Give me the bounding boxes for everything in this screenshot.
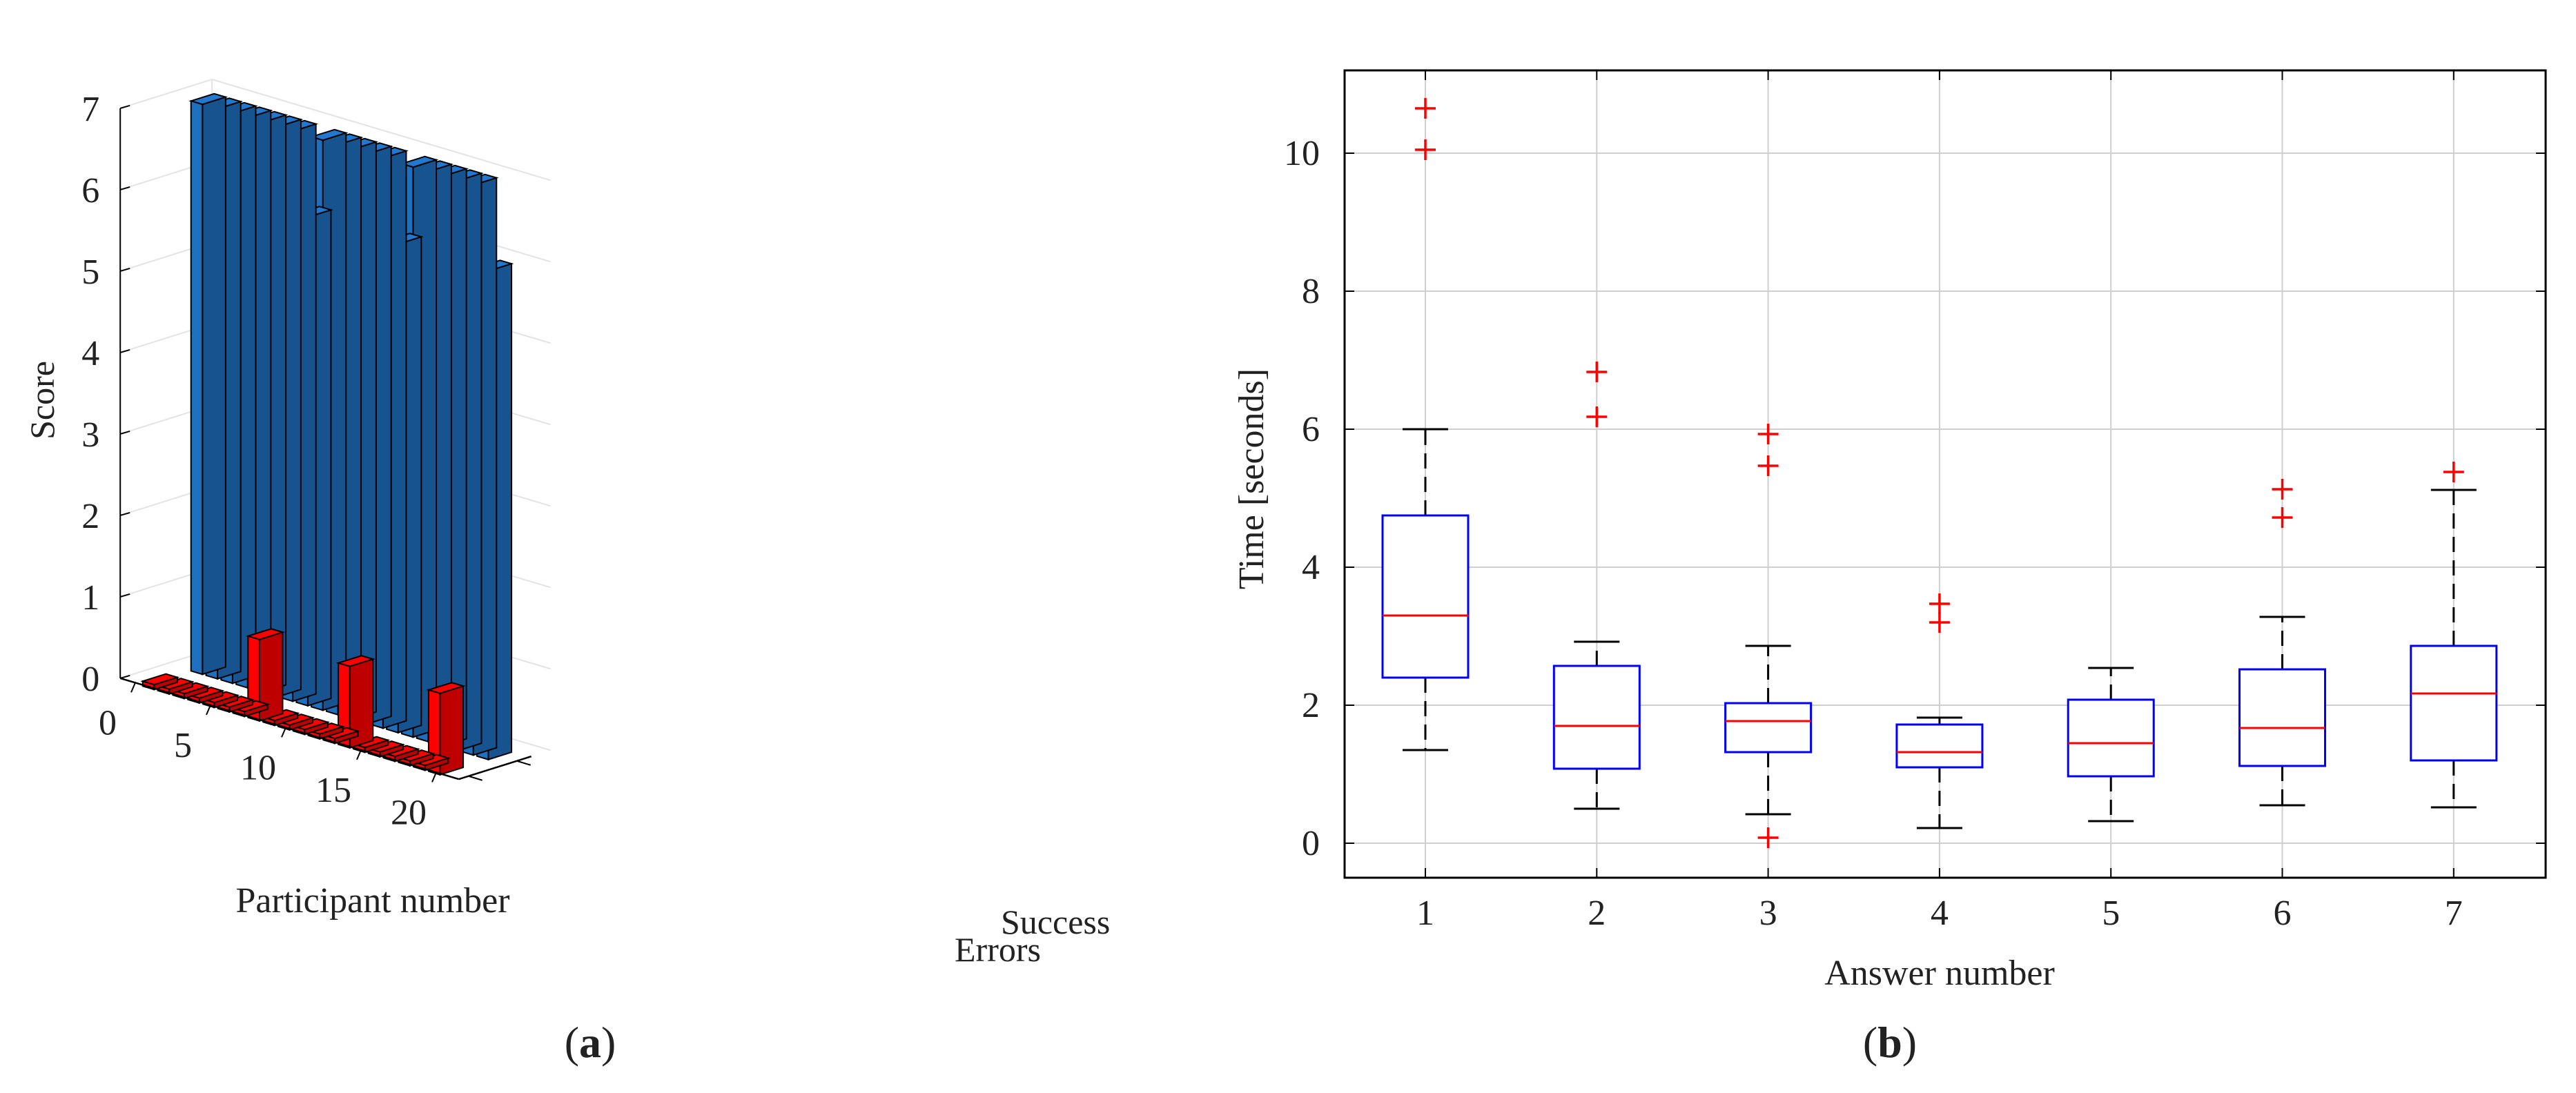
participant-tick-label: 10	[240, 748, 276, 787]
outlier-marker	[2272, 507, 2293, 528]
y-tick-label: 6	[1302, 410, 1320, 449]
panel-a-axes: 0 1 2 3 4 5 6 7 0 5 10 15 20	[81, 90, 532, 832]
participant-tick-label: 15	[315, 771, 351, 810]
score-tick	[119, 267, 130, 272]
participant-tick-label: 0	[99, 703, 117, 742]
panel-a-depth-label-errors: Errors	[955, 930, 1041, 969]
iqr-box	[2067, 698, 2155, 778]
score-tick-label: 2	[81, 497, 99, 536]
outlier-marker	[1757, 455, 1779, 476]
box-answer-7	[2410, 462, 2498, 809]
x-tick-label: 5	[2102, 894, 2120, 933]
y-tick-label: 10	[1284, 134, 1320, 173]
errors-bar	[426, 682, 466, 776]
x-tick-label: 6	[2274, 894, 2292, 933]
outlier-marker	[1586, 406, 1608, 427]
panel-a-caption: (a)	[565, 1018, 616, 1067]
score-tick-label: 6	[81, 171, 99, 210]
depth-tick	[516, 760, 531, 766]
score-tick-label: 3	[81, 415, 99, 455]
errors-bar	[245, 628, 285, 722]
box-answer-3	[1724, 424, 1813, 848]
outlier-marker	[1929, 593, 1950, 614]
success-bar	[188, 92, 228, 676]
panel-a-ylabel: Score	[23, 361, 61, 440]
participant-tick	[130, 682, 136, 693]
panel-b-boxes	[1381, 98, 2498, 848]
x-tick-label: 1	[1416, 894, 1434, 933]
score-tick	[119, 511, 130, 516]
box-answer-4	[1895, 593, 1984, 829]
score-tick-label: 4	[81, 334, 99, 373]
panel-b-label: b	[1877, 1018, 1902, 1067]
participant-tick	[206, 705, 211, 716]
iqr-box	[1552, 664, 1641, 770]
score-tick	[119, 186, 130, 190]
box-answer-6	[2238, 479, 2326, 807]
errors-bar	[231, 700, 271, 718]
depth-tick	[468, 775, 482, 781]
bar-side-face	[202, 96, 226, 676]
y-tick-label: 8	[1302, 272, 1320, 311]
bar-front-face	[190, 99, 204, 676]
score-tick	[119, 104, 130, 109]
outlier-marker	[1586, 362, 1608, 382]
errors-bar	[155, 678, 195, 696]
score-tick-label: 7	[81, 90, 99, 129]
y-tick-label: 0	[1302, 824, 1320, 863]
score-tick	[119, 348, 130, 353]
score-tick	[119, 593, 130, 598]
back-wall-gridline	[211, 79, 551, 181]
participant-axis-line	[119, 677, 460, 780]
plot-frame	[1343, 69, 2547, 879]
errors-bar	[260, 709, 300, 727]
outlier-marker	[1415, 139, 1436, 160]
participant-tick-label: 5	[174, 726, 192, 765]
outlier-marker	[1929, 612, 1950, 633]
iqr-box	[1895, 723, 1984, 769]
x-tick-label: 4	[1931, 894, 1949, 933]
participant-tick	[356, 749, 362, 760]
outlier-marker	[1757, 827, 1779, 848]
outlier-marker	[1415, 98, 1436, 119]
panel-a-xlabel: Participant number	[235, 881, 509, 920]
panel-b-xlabel: Answer number	[1824, 954, 2055, 993]
box-answer-2	[1552, 362, 1641, 810]
iqr-box	[1381, 514, 1470, 679]
side-wall-gridline	[119, 79, 213, 109]
score-tick-label: 5	[81, 253, 99, 292]
score-tick-label: 0	[81, 660, 99, 699]
participant-tick-label: 20	[391, 793, 427, 832]
x-tick-label: 2	[1588, 894, 1606, 933]
panel-a-bars	[140, 92, 514, 776]
y-tick-label: 4	[1302, 548, 1320, 587]
x-tick-label: 7	[2445, 894, 2463, 933]
iqr-box	[2238, 668, 2326, 767]
panel-b-caption: (b)	[1863, 1018, 1917, 1067]
participant-tick	[281, 727, 286, 738]
box-answer-5	[2067, 667, 2155, 823]
outlier-marker	[1757, 424, 1779, 444]
panel-b-ylabel: Time [seconds]	[1232, 368, 1271, 589]
x-tick-label: 3	[1759, 894, 1777, 933]
box-answer-1	[1381, 98, 1470, 751]
outlier-marker	[2272, 479, 2293, 500]
panel-a-depth-label-success: Success	[1001, 903, 1110, 941]
depth-axis-line	[458, 755, 532, 780]
outlier-marker	[2443, 462, 2464, 482]
score-tick	[119, 430, 130, 435]
panel-a-label: a	[579, 1018, 601, 1067]
errors-bar	[140, 673, 180, 691]
iqr-box	[2410, 644, 2498, 762]
score-tick	[119, 674, 130, 679]
participant-tick	[431, 772, 437, 782]
panel-a-3d-bar-chart: 0 1 2 3 4 5 6 7 0 5 10 15 20 Score Participant numbe…	[23, 79, 1110, 1067]
y-tick-label: 2	[1302, 686, 1320, 725]
score-tick-label: 1	[81, 578, 99, 618]
iqr-box	[1724, 702, 1813, 754]
